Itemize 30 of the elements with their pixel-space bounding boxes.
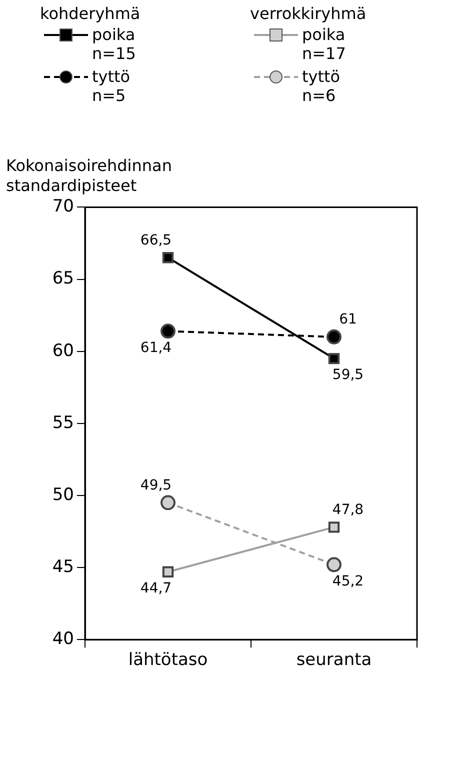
data-label: 59,5 — [332, 367, 364, 384]
y-tick-label: 45 — [52, 556, 74, 577]
point — [326, 557, 342, 572]
point — [328, 522, 340, 533]
x-tick-label: lähtötaso — [128, 650, 208, 670]
text: kohderyhmä — [40, 4, 140, 23]
y-axis-title: Kokonaisoirehdinnan standardipisteet — [6, 156, 173, 196]
data-label: 44,7 — [140, 580, 172, 596]
point — [160, 495, 176, 510]
point — [162, 252, 174, 264]
data-label: 61,4 — [140, 340, 172, 356]
y-tick-label: 40 — [52, 629, 74, 650]
y-tick-label: 70 — [52, 196, 74, 217]
y-tick-label: 65 — [52, 268, 74, 289]
y-tick-label: 55 — [52, 412, 74, 433]
data-label: 61 — [339, 312, 357, 328]
point — [160, 324, 176, 339]
data-label: 47,8 — [332, 502, 364, 518]
point — [328, 352, 340, 364]
text: verrokkiryhmä — [250, 4, 366, 23]
data-label: 45,2 — [332, 573, 364, 590]
y-tick-label: 50 — [52, 484, 74, 505]
data-label: 66,5 — [140, 232, 172, 248]
legend-label: tyttö n=6 — [302, 67, 342, 105]
point — [326, 329, 342, 344]
legend-label: tyttö n=5 — [92, 67, 132, 105]
data-label: 49,5 — [140, 477, 172, 494]
y-tick-label: 60 — [52, 340, 74, 361]
point — [162, 566, 174, 578]
x-tick-label: seuranta — [296, 650, 372, 670]
